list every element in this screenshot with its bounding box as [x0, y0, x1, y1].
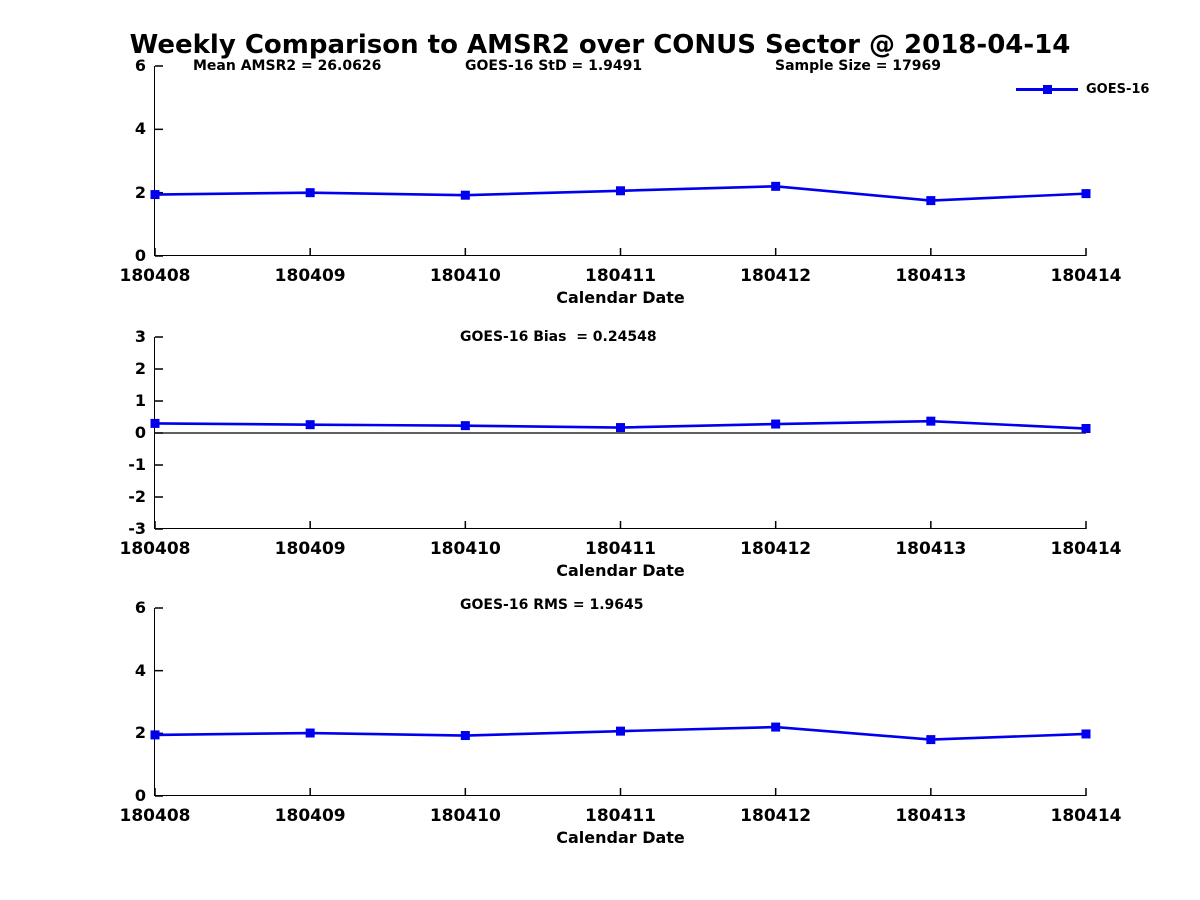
- x-tick-label: 180412: [740, 539, 812, 559]
- data-point-marker: [926, 416, 936, 426]
- x-tick-label: 180410: [429, 539, 501, 559]
- plot-canvas: [150, 607, 1091, 797]
- plot-canvas: [150, 336, 1091, 530]
- y-tick-label: 2: [134, 182, 146, 202]
- x-tick-label: 180411: [585, 806, 656, 826]
- x-tick-label: 180408: [119, 806, 191, 826]
- x-tick-label: 180409: [274, 539, 346, 559]
- data-point-marker: [616, 726, 625, 736]
- y-tick-label: 4: [134, 119, 146, 139]
- data-point-marker: [926, 735, 936, 745]
- data-point-marker: [305, 728, 315, 738]
- x-tick-label: 180414: [1050, 266, 1122, 286]
- y-tick-label: 3: [134, 327, 146, 346]
- x-axis-title: Calendar Date: [556, 561, 685, 580]
- x-tick-label: 180412: [740, 806, 812, 826]
- data-point-marker: [926, 196, 936, 206]
- data-point-marker: [305, 420, 315, 430]
- panel-annotation: Sample Size = 17969: [775, 58, 942, 74]
- x-tick-label: 180409: [274, 806, 346, 826]
- panel-annotation: GOES-16 RMS = 1.9645: [460, 597, 644, 613]
- panel-annotation: GOES-16 Bias = 0.24548: [460, 329, 657, 345]
- y-tick-label: 1: [134, 391, 146, 410]
- data-point-marker: [771, 181, 781, 191]
- y-tick-label: 0: [134, 246, 146, 265]
- x-tick-label: 180408: [119, 266, 191, 286]
- y-tick-label: 6: [134, 56, 146, 75]
- x-tick-label: 180411: [585, 266, 656, 286]
- x-tick-label: 180410: [429, 806, 501, 826]
- x-tick-label: 180413: [895, 539, 967, 559]
- data-point-marker: [460, 421, 470, 431]
- y-tick-label: 6: [134, 598, 146, 617]
- x-axis-title: Calendar Date: [556, 828, 685, 847]
- x-tick-label: 180414: [1050, 806, 1122, 826]
- data-point-marker: [771, 722, 781, 732]
- x-tick-label: 180408: [119, 539, 191, 559]
- data-point-marker: [150, 418, 160, 428]
- x-tick-label: 180412: [740, 266, 812, 286]
- x-tick-label: 180413: [895, 806, 967, 826]
- data-point-marker: [1081, 729, 1091, 739]
- data-point-marker: [771, 419, 781, 429]
- chart-title: Weekly Comparison to AMSR2 over CONUS Se…: [129, 30, 1071, 60]
- panel-annotation: GOES-16 StD = 1.9491: [465, 58, 643, 74]
- data-point-marker: [1081, 189, 1091, 199]
- y-tick-label: -1: [128, 455, 146, 474]
- legend-series-label: GOES-16: [1086, 82, 1150, 97]
- x-tick-label: 180413: [895, 266, 967, 286]
- data-point-marker: [1081, 424, 1091, 434]
- plot-canvas: [150, 65, 1091, 257]
- legend-square-marker-icon: [1043, 85, 1052, 94]
- y-tick-label: 0: [134, 786, 146, 805]
- legend: GOES-16: [1016, 80, 1186, 98]
- x-tick-label: 180409: [274, 266, 346, 286]
- y-tick-label: 2: [134, 359, 146, 378]
- x-tick-label: 180410: [429, 266, 501, 286]
- data-point-marker: [616, 423, 625, 433]
- x-tick-label: 180414: [1050, 539, 1122, 559]
- x-tick-label: 180411: [585, 539, 656, 559]
- data-point-marker: [460, 731, 470, 741]
- data-point-marker: [460, 190, 470, 200]
- y-tick-label: -2: [128, 487, 146, 506]
- x-axis-title: Calendar Date: [556, 288, 685, 307]
- y-tick-label: -3: [128, 519, 146, 538]
- data-point-marker: [150, 730, 160, 740]
- y-tick-label: 4: [134, 660, 146, 680]
- data-point-marker: [305, 188, 315, 198]
- data-point-marker: [616, 186, 625, 196]
- data-point-marker: [150, 190, 160, 200]
- panel-annotation: Mean AMSR2 = 26.0626: [193, 58, 382, 74]
- y-tick-label: 0: [134, 423, 146, 442]
- y-tick-label: 2: [134, 723, 146, 743]
